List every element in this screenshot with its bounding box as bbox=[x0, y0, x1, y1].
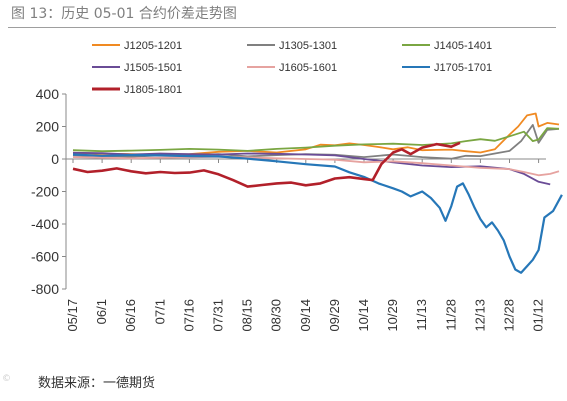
legend-label-7: J1805-1801 bbox=[124, 84, 182, 96]
y-tick-label-7: -800 bbox=[31, 281, 59, 297]
x-tick-label-11: 10/14 bbox=[356, 299, 371, 332]
y-axis: 400 200 0 -200 -400 -600 -800 bbox=[31, 86, 67, 297]
x-tick-label-16: 12/28 bbox=[502, 299, 517, 332]
title-divider bbox=[8, 27, 556, 28]
y-tick-label-5: -400 bbox=[31, 216, 59, 232]
x-tick-label-7: 08/15 bbox=[240, 299, 255, 332]
series-line-3 bbox=[72, 127, 560, 153]
x-tick-label-5: 07/16 bbox=[181, 299, 196, 332]
figure-title: 图 13：历史 05-01 合约价差走势图 bbox=[11, 6, 237, 22]
series-line-1 bbox=[72, 112, 560, 156]
series-line-5 bbox=[72, 155, 560, 177]
x-tick-label-10: 09/29 bbox=[327, 299, 342, 332]
line-chart: J1205-1201 J1305-1301 J1405-1401 J1505-1501… bbox=[31, 40, 563, 332]
series-line-7 bbox=[72, 141, 461, 188]
y-tick-label-3: 0 bbox=[51, 151, 59, 167]
y-tick-label-4: -200 bbox=[31, 184, 59, 200]
x-tick-label-9: 09/14 bbox=[298, 299, 313, 332]
x-axis: 05/17 06/1 06/16 07/1 07/16 07/31 08/15 08/30 09… bbox=[65, 158, 546, 332]
x-tick-label-17: 01/12 bbox=[531, 299, 546, 332]
x-tick-label-12: 10/29 bbox=[385, 299, 400, 332]
x-tick-label-13: 11/13 bbox=[414, 299, 429, 331]
legend-label-4: J1505-1501 bbox=[124, 62, 182, 74]
legend-label-1: J1205-1201 bbox=[124, 40, 182, 52]
y-tick-label-1: 400 bbox=[36, 86, 60, 102]
x-tick-label-6: 07/31 bbox=[211, 299, 226, 332]
x-tick-label-15: 12/13 bbox=[472, 299, 487, 332]
series-line-6 bbox=[72, 153, 563, 274]
legend-label-2: J1305-1301 bbox=[279, 40, 337, 52]
watermark-icon: © bbox=[2, 374, 11, 384]
y-tick-label-6: -600 bbox=[31, 249, 59, 265]
legend-label-5: J1605-1601 bbox=[279, 62, 337, 74]
data-source: 数据来源：一德期货 bbox=[38, 376, 156, 391]
x-tick-label-2: 06/1 bbox=[94, 299, 109, 324]
x-tick-label-8: 08/30 bbox=[269, 299, 284, 332]
x-tick-label-4: 07/1 bbox=[152, 299, 167, 324]
y-tick-label-2: 200 bbox=[36, 119, 60, 135]
legend-label-3: J1405-1401 bbox=[434, 40, 492, 52]
x-tick-label-3: 06/16 bbox=[123, 299, 138, 332]
x-tick-label-14: 11/28 bbox=[443, 299, 458, 331]
series-lines bbox=[72, 112, 563, 274]
chart-legend: J1205-1201 J1305-1301 J1405-1401 J1505-1501… bbox=[92, 40, 492, 96]
legend-label-6: J1705-1701 bbox=[434, 62, 492, 74]
x-tick-label-1: 05/17 bbox=[65, 299, 80, 332]
